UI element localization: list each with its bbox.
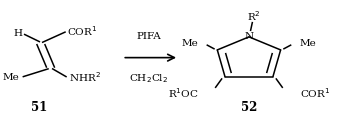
Text: R$^1$OC: R$^1$OC — [168, 86, 198, 100]
Text: COR$^1$: COR$^1$ — [67, 24, 98, 38]
Text: COR$^1$: COR$^1$ — [299, 86, 330, 100]
Text: R$^2$: R$^2$ — [247, 9, 261, 23]
Text: H: H — [14, 29, 23, 38]
Text: 51: 51 — [31, 101, 47, 114]
Text: NHR$^2$: NHR$^2$ — [69, 70, 101, 84]
Text: Me: Me — [299, 39, 316, 48]
Text: 52: 52 — [241, 101, 257, 114]
Text: N: N — [244, 32, 254, 41]
Text: Me: Me — [182, 39, 198, 48]
Text: PIFA: PIFA — [137, 32, 161, 41]
Text: Me: Me — [3, 73, 20, 82]
Text: CH$_2$Cl$_2$: CH$_2$Cl$_2$ — [129, 73, 169, 85]
